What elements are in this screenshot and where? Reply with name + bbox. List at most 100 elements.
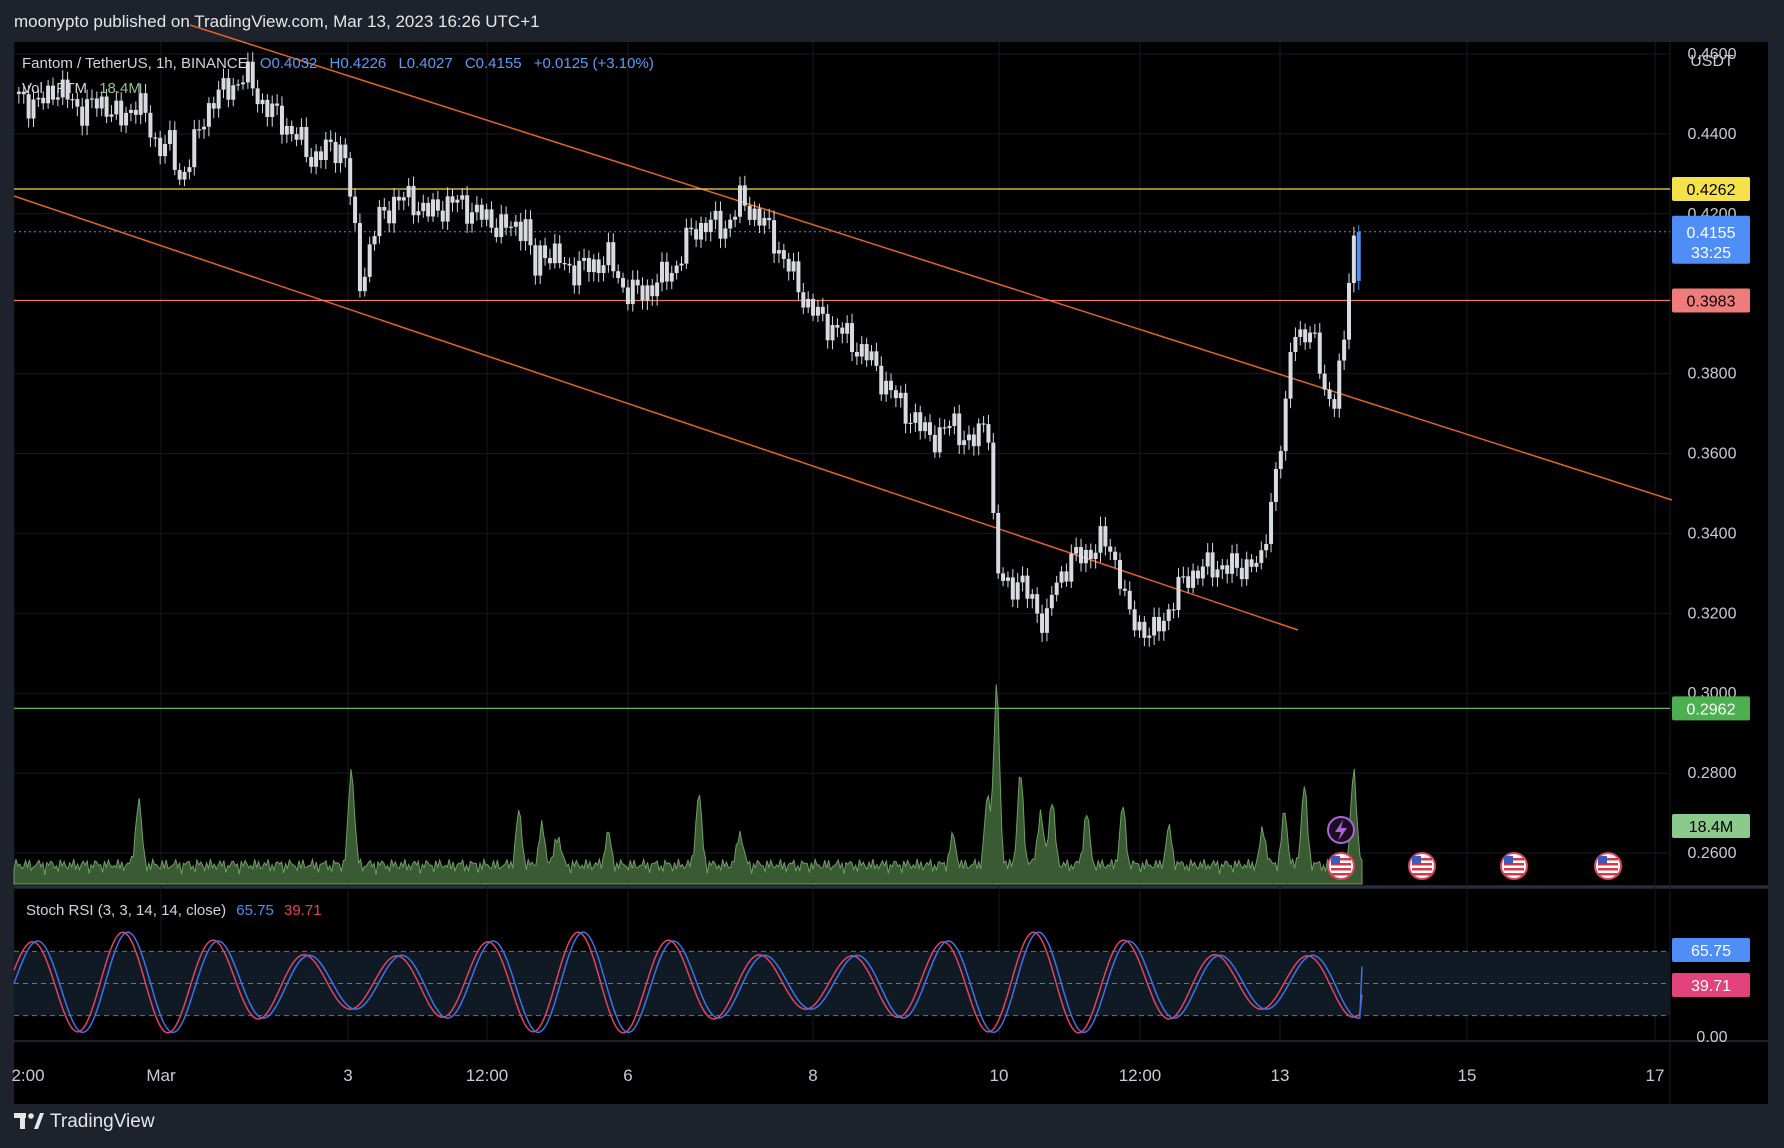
stoch-k-tag-bg [1672, 938, 1750, 962]
candle-body [294, 134, 299, 140]
candle-body [1273, 468, 1278, 502]
us-flag-icon[interactable] [1500, 852, 1528, 880]
candle-body [1254, 562, 1259, 567]
candle-body [299, 127, 304, 140]
candle-body [1191, 570, 1196, 588]
stoch-tick-label: 0.00 [1696, 1029, 1727, 1046]
candle-body [1249, 559, 1254, 567]
candle-body [684, 227, 689, 264]
candle-body [465, 195, 470, 224]
flag-stripe [1598, 868, 1618, 871]
flag-stripe [1598, 863, 1618, 866]
candle-body [1230, 553, 1235, 574]
candle-body [1025, 575, 1030, 599]
volume-tag: 18.4M [1689, 819, 1733, 836]
candle-body [1200, 566, 1205, 579]
candle-body [1108, 546, 1113, 552]
candle-body [757, 208, 762, 226]
time-tick-label: 13 [1271, 1066, 1290, 1085]
candle-body [289, 125, 294, 135]
candle-body [582, 257, 587, 261]
candle-body [163, 143, 168, 157]
us-flag-icon[interactable] [1594, 852, 1622, 880]
candle-body [1044, 608, 1049, 633]
candle-body [674, 265, 679, 274]
candle-body [650, 285, 655, 297]
flag-stripe [1504, 858, 1524, 861]
candle-body [119, 100, 124, 126]
candle-body [440, 210, 445, 222]
candle-body [752, 208, 757, 220]
candle-body [586, 257, 591, 273]
candle-body [431, 199, 436, 217]
candle-body [572, 265, 577, 286]
symbol-name[interactable]: Fantom / TetherUS, 1h, BINANCE [22, 55, 248, 72]
volume-legend: Vol · FTM 18.4M [22, 80, 141, 97]
flag-stripe [1504, 873, 1524, 876]
candle-body [523, 219, 528, 242]
candle-body [309, 157, 314, 167]
candle-body [411, 185, 416, 216]
candle-body [455, 199, 460, 203]
us-flag-icon[interactable] [1327, 852, 1355, 880]
candle-body [187, 167, 192, 172]
candle-body [216, 89, 221, 109]
candle-body [596, 259, 601, 274]
time-tick-label: 12:00 [466, 1066, 509, 1085]
stoch-label[interactable]: Stoch RSI (3, 3, 14, 14, close) [26, 902, 227, 919]
candle-body [192, 129, 197, 168]
candle-body [679, 263, 684, 266]
candle-body [260, 99, 265, 105]
candle-body [962, 440, 967, 446]
stoch-legend: Stoch RSI (3, 3, 14, 14, close) 65.75 39… [26, 902, 322, 919]
candle-body [952, 413, 957, 426]
stoch-k-value: 65.75 [236, 902, 274, 919]
candle-body [903, 392, 908, 424]
flag-stripe [1412, 858, 1432, 861]
candle-body [1035, 594, 1040, 614]
candle-body [723, 228, 728, 239]
candle-body [1088, 549, 1093, 559]
candle-body [1049, 594, 1054, 609]
candle-body [923, 422, 928, 432]
candle-body [382, 206, 387, 211]
time-tick-label: 2:00 [11, 1066, 44, 1085]
ohlc-close: C0.4155 [464, 55, 522, 72]
candle-body [1259, 550, 1264, 563]
candle-body [450, 196, 455, 203]
candle-body [1083, 549, 1088, 564]
candle-body [835, 325, 840, 328]
candle-body [879, 365, 884, 395]
candle-body [645, 285, 650, 301]
price-tick-label: 0.4400 [1688, 126, 1737, 143]
candle-body [1234, 553, 1239, 568]
time-tick-label: 12:00 [1119, 1066, 1162, 1085]
candle-body [635, 279, 640, 286]
candle-body [1132, 609, 1137, 631]
publish-text: moonypto published on TradingView.com, M… [14, 12, 540, 31]
candle-body [104, 96, 109, 117]
candle-body [36, 97, 41, 100]
candle-body [850, 323, 855, 352]
candle-body [703, 222, 708, 233]
candle-body [323, 139, 328, 161]
support-mid-tag-bg [1672, 288, 1750, 313]
candle-body [1020, 575, 1025, 583]
volume-label[interactable]: Vol · FTM [22, 80, 88, 97]
candle-body [65, 79, 70, 100]
flag-stripe [1331, 863, 1351, 866]
symbol-legend: Fantom / TetherUS, 1h, BINANCE O0.4032 H… [22, 55, 654, 72]
resistance-tag: 0.4262 [1687, 182, 1736, 199]
candle-body [840, 327, 845, 334]
us-flag-icon[interactable] [1408, 852, 1436, 880]
candle-body [1186, 576, 1191, 588]
candle-body [167, 130, 172, 144]
candle-body [270, 103, 275, 118]
candle-body [1210, 552, 1215, 578]
candle-body [197, 129, 202, 131]
lightning-event-icon[interactable] [1327, 816, 1355, 844]
candle-body [508, 226, 513, 228]
candle-body [1161, 620, 1166, 632]
candle-body [625, 287, 630, 305]
